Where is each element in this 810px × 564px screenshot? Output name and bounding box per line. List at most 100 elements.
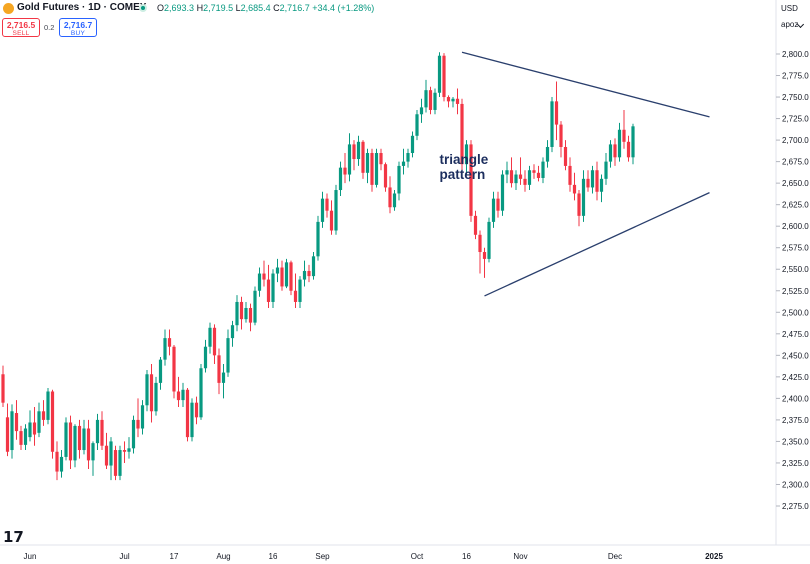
candle — [163, 329, 167, 366]
candle — [617, 122, 622, 162]
candle-body — [199, 368, 203, 418]
sell-button[interactable]: 2,716.5 SELL — [2, 18, 40, 37]
candle — [608, 140, 613, 168]
candle-body — [284, 262, 289, 287]
candle-body — [163, 338, 167, 360]
price-tick-label: 2,650.0 — [782, 179, 809, 188]
candle-body — [10, 411, 14, 451]
candle — [230, 320, 235, 347]
candle-body — [455, 98, 460, 104]
candle-body — [419, 107, 424, 115]
candle — [262, 260, 266, 287]
candle — [82, 419, 86, 455]
candle — [10, 404, 14, 459]
candle-body — [383, 164, 388, 188]
candle-body — [113, 450, 118, 476]
candle-body — [154, 382, 158, 412]
candle — [509, 157, 514, 188]
candle-body — [550, 101, 554, 147]
candle-body — [356, 141, 361, 160]
candle-body — [131, 419, 136, 449]
candle-body — [352, 144, 356, 160]
candle-body — [158, 359, 163, 383]
candle-body — [545, 146, 550, 162]
candle-body — [298, 279, 302, 302]
candle-body — [5, 417, 10, 452]
price-tick-label: 2,400.0 — [782, 394, 809, 403]
candle — [482, 247, 487, 278]
candle — [347, 133, 352, 182]
candle-body — [437, 55, 442, 93]
candle — [388, 176, 392, 214]
candle — [316, 215, 320, 261]
candle-body — [316, 221, 320, 257]
candle — [469, 140, 473, 222]
candle-body — [527, 170, 532, 185]
candle — [374, 148, 379, 188]
candle — [500, 170, 505, 216]
candle-body — [95, 419, 100, 444]
candle — [478, 230, 482, 274]
candle-body — [410, 135, 415, 154]
candle-body — [82, 428, 86, 451]
candle-body — [496, 198, 500, 211]
candle — [572, 172, 577, 201]
open-key: O — [157, 3, 165, 13]
close-value: 2,716.7 — [279, 3, 310, 13]
candle — [289, 260, 293, 296]
candle-body — [122, 450, 127, 452]
buy-button[interactable]: 2,716.7 BUY — [59, 18, 97, 37]
candle — [320, 191, 325, 228]
spread-value: 0.2 — [44, 23, 55, 32]
candle-body — [271, 273, 275, 302]
candle-body — [536, 172, 541, 178]
candle-body — [568, 165, 572, 185]
candle — [581, 170, 586, 222]
symbol-title[interactable]: Gold Futures · 1D · COMEX — [17, 2, 147, 13]
annotation-line-1: triangle — [440, 152, 489, 167]
price-tick-label: 2,300.0 — [782, 480, 809, 489]
price-tick-label: 2,375.0 — [782, 416, 809, 425]
candle — [91, 441, 95, 476]
candle-body — [428, 90, 433, 110]
candle-body — [442, 55, 446, 98]
candle-body — [347, 144, 352, 175]
low-value: 2,685.4 — [240, 3, 271, 13]
currency-selector[interactable]: USD — [781, 4, 798, 13]
axis-setting-selector[interactable]: apoz — [781, 20, 799, 29]
candle-body — [554, 101, 559, 125]
candle-body — [460, 103, 464, 165]
time-tick-label: 17 — [170, 552, 179, 561]
candle — [487, 217, 491, 263]
candle — [379, 148, 383, 171]
time-axis: Jun Jul 17 Aug 16 Sep Oct 16 Nov Dec 2025 — [24, 552, 724, 561]
trendline[interactable] — [484, 192, 710, 297]
trendline[interactable] — [461, 51, 710, 118]
candle-body — [91, 443, 95, 461]
candle — [370, 148, 374, 192]
candle-body — [464, 144, 469, 165]
candle — [460, 98, 464, 175]
candle-body — [140, 405, 145, 429]
candle-body — [73, 425, 77, 461]
candle-body — [401, 161, 406, 166]
candle — [199, 363, 203, 420]
candle-body — [118, 450, 122, 476]
candle-body — [631, 126, 635, 158]
candle — [41, 400, 46, 426]
candle — [451, 97, 455, 108]
candle — [518, 157, 523, 185]
gold-coin-icon — [3, 3, 14, 14]
candle-body — [532, 170, 536, 173]
price-tick-label: 2,450.0 — [782, 351, 809, 360]
candle-body — [59, 456, 64, 472]
high-key: H — [196, 3, 204, 13]
time-tick-label: 16 — [269, 552, 278, 561]
candle-body — [208, 327, 212, 347]
candle — [122, 441, 127, 463]
candle — [244, 301, 248, 323]
candle-body — [559, 124, 563, 147]
candle — [383, 162, 388, 192]
candle — [536, 165, 541, 182]
